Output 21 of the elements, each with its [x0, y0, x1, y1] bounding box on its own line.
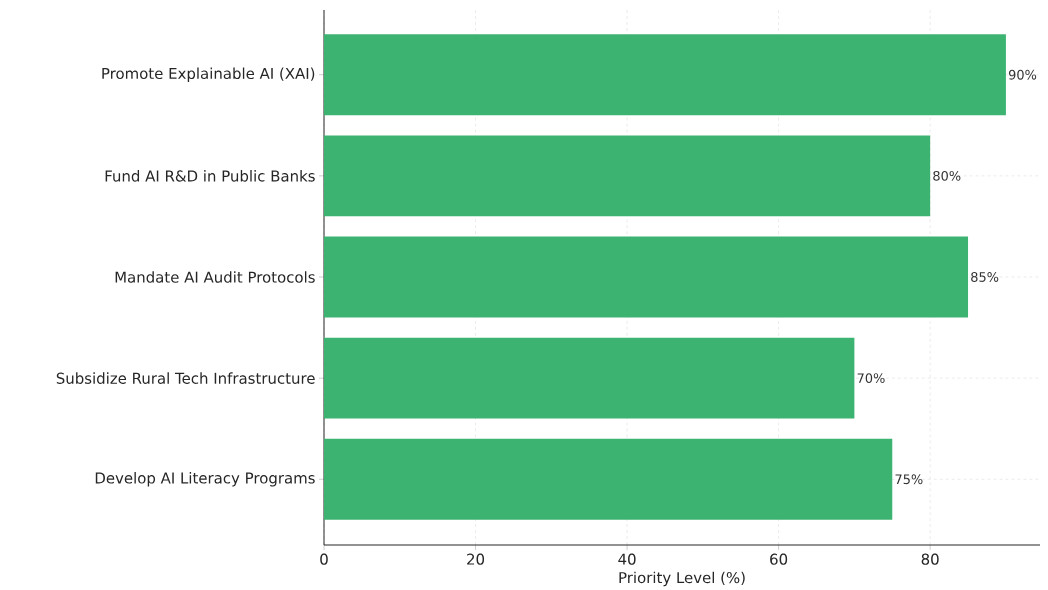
- bar: [324, 438, 893, 520]
- data-label: 80%: [933, 170, 961, 181]
- data-label: 85%: [971, 272, 999, 282]
- bar: [324, 34, 1006, 116]
- bar: [324, 236, 969, 318]
- x-tick-label: 80: [921, 553, 939, 565]
- bar: [324, 135, 931, 217]
- x-tick-label: 20: [467, 553, 485, 565]
- x-tick-label: 0: [320, 553, 328, 565]
- x-tick-label: 60: [770, 553, 788, 565]
- y-tick-label: Fund AI R&D in Public Banks: [105, 170, 315, 182]
- data-label: 75%: [895, 474, 923, 485]
- y-tick-label: Subsidize Rural Tech Infrastructure: [56, 372, 315, 384]
- y-tick-label: Promote Explainable AI (XAI): [102, 67, 315, 82]
- y-tick-label: Mandate AI Audit Protocols: [115, 271, 315, 283]
- y-tick-label: Develop AI Literacy Programs: [95, 472, 315, 487]
- data-label: 90%: [1008, 69, 1037, 80]
- data-label: 70%: [857, 373, 885, 384]
- x-tick-label: 40: [618, 553, 636, 565]
- bar: [324, 337, 855, 419]
- x-axis-title: Priority Level (%): [619, 571, 745, 587]
